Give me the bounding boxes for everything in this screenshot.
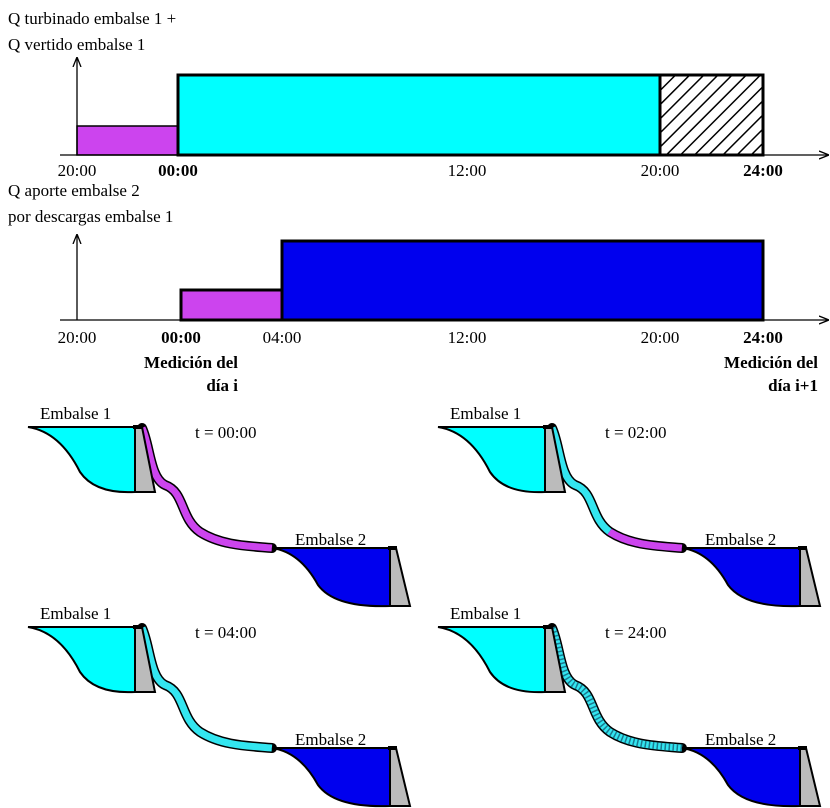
bar-cyan — [178, 75, 660, 155]
tick-label: 12:00 — [448, 328, 487, 347]
panels: Embalse 1 t = 00:00 Embalse 2 Embalse 1 t = … — [28, 404, 820, 806]
river-outline — [142, 628, 272, 748]
dam-2 — [800, 548, 820, 606]
tick-label: 24:00 — [743, 161, 783, 180]
reservoir-1 — [28, 627, 135, 692]
reservoir-label: Embalse 2 — [705, 530, 776, 549]
diagram: Q turbinado embalse 1 + Q vertido embals… — [0, 0, 830, 808]
tick-label: 04:00 — [263, 328, 302, 347]
time-label: t = 24:00 — [605, 623, 667, 642]
tick-label: 20:00 — [58, 161, 97, 180]
reservoir-label: Embalse 2 — [295, 530, 366, 549]
measurement-label: día i+1 — [768, 376, 818, 395]
time-label: t = 00:00 — [195, 423, 257, 442]
reservoir-2 — [682, 748, 800, 806]
page: Q turbinado embalse 1 + Q vertido embals… — [0, 0, 830, 808]
time-label: t = 02:00 — [605, 423, 667, 442]
tick-label: 00:00 — [158, 161, 198, 180]
measurement-label: Medición del — [724, 353, 818, 372]
bar-magenta — [77, 126, 178, 155]
tick-label: 00:00 — [161, 328, 201, 347]
reservoir-label: Embalse 1 — [450, 404, 521, 423]
timeline-2: Q aporte embalse 2 por descargas embalse… — [8, 181, 828, 395]
reservoir-1 — [438, 427, 545, 492]
axis-label: por descargas embalse 1 — [8, 207, 173, 226]
reservoir-label: Embalse 1 — [40, 404, 111, 423]
panel: Embalse 1 t = 04:00 Embalse 2 — [28, 604, 410, 806]
dam-2 — [390, 548, 410, 606]
bar-magenta — [181, 290, 282, 320]
time-label: t = 04:00 — [195, 623, 257, 642]
reservoir-label: Embalse 1 — [450, 604, 521, 623]
tick-label: 20:00 — [641, 161, 680, 180]
dam-2 — [800, 748, 820, 806]
reservoir-label: Embalse 2 — [295, 730, 366, 749]
panel: Embalse 1 t = 00:00 Embalse 2 — [28, 404, 410, 606]
tick-label: 20:00 — [58, 328, 97, 347]
tick-label: 12:00 — [448, 161, 487, 180]
measurement-label: Medición del — [144, 353, 238, 372]
tick-label: 20:00 — [641, 328, 680, 347]
reservoir-label: Embalse 2 — [705, 730, 776, 749]
river-outline — [552, 428, 682, 548]
panel: Embalse 1 t = 02:00 Embalse 2 — [438, 404, 820, 606]
axis-label: Q turbinado embalse 1 + — [8, 9, 176, 28]
reservoir-2 — [682, 548, 800, 606]
river-outline — [552, 628, 682, 748]
reservoir-label: Embalse 1 — [40, 604, 111, 623]
reservoir-1 — [28, 427, 135, 492]
timeline-1: Q turbinado embalse 1 + Q vertido embals… — [8, 9, 828, 180]
tick-label: 24:00 — [743, 328, 783, 347]
axis-label: Q vertido embalse 1 — [8, 35, 145, 54]
axis-label: Q aporte embalse 2 — [8, 181, 140, 200]
reservoir-2 — [272, 548, 390, 606]
dam-2 — [390, 748, 410, 806]
reservoir-1 — [438, 627, 545, 692]
reservoir-2 — [272, 748, 390, 806]
bar-hatched — [660, 75, 763, 155]
bar-blue — [282, 241, 763, 320]
measurement-label: día i — [206, 376, 238, 395]
panel: Embalse 1 t = 24:00 Embalse 2 — [438, 604, 820, 806]
river-outline — [142, 428, 272, 548]
